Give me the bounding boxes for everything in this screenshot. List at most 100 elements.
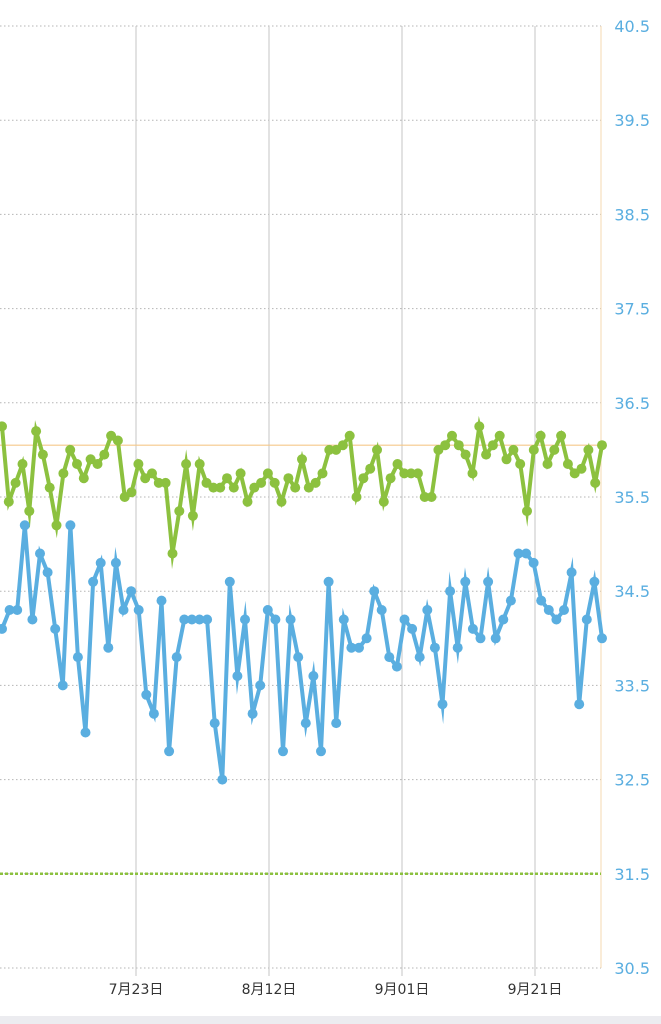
data-point: [597, 440, 607, 451]
data-point: [103, 642, 114, 653]
data-point: [358, 473, 369, 484]
data-point: [202, 614, 213, 625]
data-point: [78, 473, 89, 484]
y-tick-label: 31.5: [614, 865, 650, 884]
data-point: [242, 496, 253, 507]
data-point: [186, 614, 197, 625]
data-point: [51, 520, 62, 531]
data-point: [187, 510, 198, 521]
data-point: [269, 477, 280, 488]
bottom-bar: [0, 1016, 661, 1024]
data-point: [391, 661, 402, 672]
data-point: [232, 671, 243, 681]
data-point: [494, 430, 505, 441]
data-point: [215, 482, 226, 493]
data-point: [194, 459, 205, 469]
data-point: [354, 642, 364, 653]
data-point: [505, 595, 516, 606]
data-point: [426, 492, 437, 502]
data-point: [181, 459, 192, 469]
x-axis-tick-labels: 7月23日 8月12日 9月01日 9月21日: [109, 982, 563, 998]
data-point: [474, 421, 485, 432]
data-point: [167, 548, 178, 559]
data-point: [440, 440, 451, 451]
data-point: [528, 444, 539, 455]
data-point: [95, 557, 106, 568]
data-point: [487, 440, 498, 451]
data-point: [407, 623, 418, 634]
data-point: [437, 699, 448, 710]
data-point: [316, 746, 326, 757]
data-point: [490, 633, 501, 644]
data-point: [297, 454, 307, 465]
series-upper: [0, 415, 607, 570]
data-point: [126, 487, 137, 498]
data-point: [148, 708, 159, 719]
data-point: [422, 605, 433, 615]
data-point: [262, 468, 273, 479]
data-point: [255, 680, 266, 691]
data-point: [535, 430, 546, 441]
data-point: [414, 652, 425, 663]
data-point: [12, 605, 23, 615]
data-point: [31, 426, 42, 437]
data-point: [460, 576, 471, 587]
data-point: [92, 459, 103, 469]
data-point: [0, 421, 7, 432]
data-point: [118, 605, 129, 615]
data-point: [19, 520, 30, 531]
data-point: [0, 623, 7, 634]
data-point: [583, 444, 594, 455]
data-point: [385, 473, 396, 484]
data-point: [412, 468, 423, 479]
data-point: [285, 614, 296, 625]
data-point: [300, 718, 311, 729]
data-point: [317, 468, 328, 479]
data-point: [581, 614, 592, 625]
data-point: [337, 440, 348, 451]
data-point: [475, 633, 486, 644]
data-point: [331, 718, 342, 729]
y-tick-label: 35.5: [614, 488, 650, 507]
y-tick-label: 38.5: [614, 205, 650, 224]
data-point: [256, 477, 267, 488]
y-tick-label: 39.5: [614, 111, 650, 130]
data-point: [99, 449, 110, 460]
data-point: [498, 614, 509, 625]
data-point: [171, 652, 182, 663]
data-point: [556, 430, 567, 441]
vertical-gridlines: [135, 26, 536, 976]
data-point: [351, 492, 362, 502]
data-point: [483, 576, 494, 587]
data-point: [174, 506, 185, 517]
data-point: [542, 459, 553, 469]
data-point: [24, 506, 35, 517]
data-point: [501, 454, 512, 465]
data-point: [308, 671, 319, 681]
data-point: [528, 557, 539, 568]
data-point: [35, 548, 45, 559]
data-point: [72, 459, 82, 469]
data-point: [179, 614, 190, 625]
data-point: [590, 477, 601, 488]
data-point: [65, 520, 76, 531]
data-point: [399, 614, 410, 625]
data-point: [141, 689, 152, 700]
y-tick-label: 32.5: [614, 771, 650, 790]
data-point: [508, 444, 519, 455]
data-point: [126, 586, 137, 597]
data-point: [164, 746, 175, 757]
data-point: [270, 614, 281, 625]
y-tick-label: 34.5: [614, 582, 650, 601]
data-point: [310, 477, 321, 488]
data-point: [521, 548, 532, 559]
data-point: [290, 482, 301, 493]
data-point: [445, 586, 456, 597]
data-point: [80, 727, 91, 738]
data-point: [262, 605, 273, 615]
data-point: [372, 444, 382, 455]
data-point: [209, 718, 220, 729]
data-point: [50, 623, 61, 634]
y-tick-label: 30.5: [614, 959, 650, 978]
data-point: [323, 576, 334, 587]
